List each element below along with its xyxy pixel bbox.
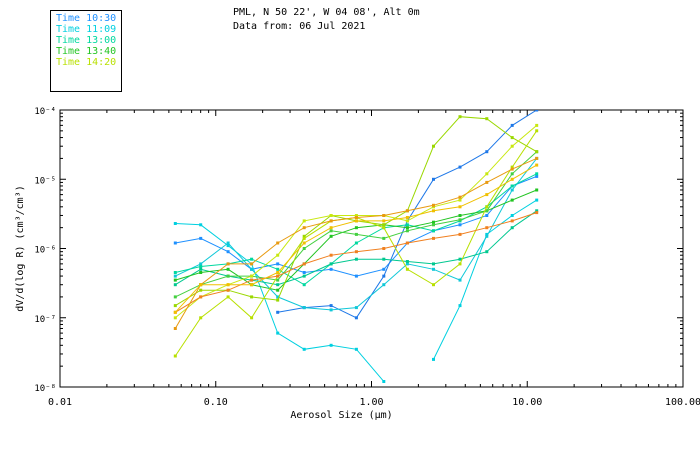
legend-box: Time 10:30 Time 11:09 Time 13:00 Time 13… xyxy=(50,10,122,92)
series-line xyxy=(277,110,537,319)
y-tick-label: 10⁻⁸ xyxy=(34,384,56,394)
y-tick-label: 10⁻⁶ xyxy=(34,246,56,256)
y-tick-label: 10⁻⁷ xyxy=(34,315,56,325)
x-tick-label: 0.01 xyxy=(48,397,72,408)
legend-entry: Time 10:30 xyxy=(56,13,117,24)
series-line xyxy=(433,199,537,360)
legend-entry: Time 13:40 xyxy=(56,46,117,57)
y-tick-label: 10⁻⁴ xyxy=(34,107,56,117)
series-line xyxy=(174,164,537,313)
plot-frame xyxy=(59,109,684,388)
data-series xyxy=(173,150,539,299)
series-line xyxy=(174,125,538,319)
x-tick-label: 0.10 xyxy=(204,397,228,408)
y-tick-label: 10⁻⁵ xyxy=(34,176,56,186)
x-axis-label: Aerosol Size (μm) xyxy=(290,410,392,421)
series-line xyxy=(175,212,537,313)
x-tick-label: 100.00 xyxy=(665,397,700,408)
series-line xyxy=(175,173,537,286)
data-point xyxy=(535,110,539,112)
data-series xyxy=(173,163,539,314)
series-line xyxy=(175,210,537,286)
series-line xyxy=(175,189,537,291)
data-series xyxy=(173,211,539,314)
series-line xyxy=(175,151,538,298)
series-line xyxy=(175,158,538,311)
date-header: Data from: 06 Jul 2021 xyxy=(233,21,366,32)
legend-entry: Time 13:00 xyxy=(56,35,117,46)
series-line xyxy=(174,157,537,329)
x-tick-label: 10.00 xyxy=(512,397,542,408)
y-axis-label: dV/d(log R) (cm³/cm³) xyxy=(15,185,26,311)
x-tick-label: 1.00 xyxy=(359,397,383,408)
legend-entry: Time 14:20 xyxy=(56,57,117,68)
legend-entry: Time 11:09 xyxy=(56,24,117,35)
series-line xyxy=(175,223,385,382)
data-series xyxy=(173,198,539,383)
series-line xyxy=(175,175,537,277)
location-header: PML, N 50 22', W 04 08', Alt 0m xyxy=(233,7,420,18)
